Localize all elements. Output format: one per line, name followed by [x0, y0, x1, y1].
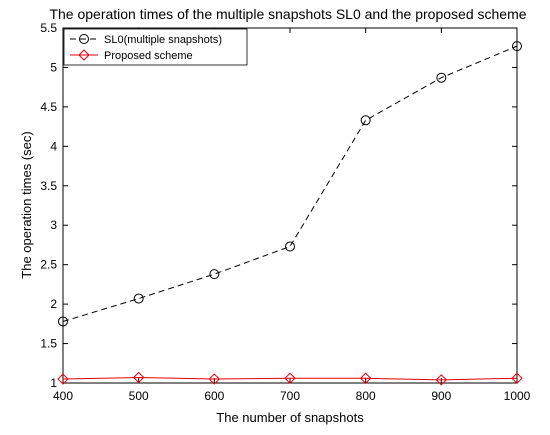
y-tick-label: 1.5 — [40, 337, 57, 351]
x-tick-label: 1000 — [504, 389, 531, 403]
y-tick-label: 3.5 — [40, 179, 57, 193]
y-axis: 1 1.5 2 2.5 3 3.5 4 4.5 5 5.5 — [40, 21, 517, 390]
x-tick-label: 600 — [204, 389, 224, 403]
plot-area — [62, 27, 518, 384]
x-axis-label: The number of snapshots — [216, 410, 364, 425]
y-axis-label: The operation times (sec) — [19, 131, 34, 278]
legend-marker-diamond — [78, 49, 90, 61]
data-point-circle — [209, 269, 220, 280]
data-point-diamond — [57, 373, 69, 385]
y-tick-label: 1 — [50, 376, 57, 390]
legend: SL0(multiple snapshots) Proposed scheme — [63, 28, 248, 66]
data-point-diamond — [284, 372, 296, 384]
y-tick-label: 2 — [50, 297, 57, 311]
legend-box — [63, 28, 248, 66]
series-layer — [57, 41, 523, 386]
data-point-diamond — [132, 371, 145, 384]
data-point-circle — [436, 72, 447, 83]
y-tick-label: 5.5 — [40, 21, 57, 35]
x-tick-label: 800 — [356, 389, 376, 403]
y-tick-label: 5 — [50, 60, 57, 74]
data-point-circle — [360, 115, 371, 126]
data-point-circle — [285, 241, 295, 252]
y-tick-label: 3 — [50, 218, 57, 232]
x-tick-label: 700 — [280, 389, 300, 403]
data-point-circle — [58, 316, 68, 327]
series-line-1 — [62, 45, 518, 322]
legend-label-1: SL0(multiple snapshots) — [104, 34, 222, 46]
legend-label-2: Proposed scheme — [104, 50, 193, 62]
legend-marker-circle — [79, 34, 89, 44]
x-tick-label: 900 — [431, 389, 451, 403]
x-tick-label: 400 — [53, 389, 73, 403]
data-point-diamond — [435, 374, 448, 386]
data-point-diamond — [359, 372, 372, 384]
x-tick-label: 500 — [129, 389, 149, 403]
data-point-diamond — [511, 372, 523, 384]
data-point-diamond — [208, 373, 221, 385]
data-point-circle — [133, 293, 144, 304]
data-point-circle — [512, 41, 522, 52]
x-axis: 400 500 600 700 800 900 1000 — [53, 28, 531, 403]
y-tick-label: 2.5 — [40, 258, 57, 272]
y-tick-label: 4.5 — [40, 100, 57, 114]
series-line-2 — [62, 376, 518, 381]
y-tick-label: 4 — [50, 139, 57, 153]
chart-title: The operation times of the multiple snap… — [49, 6, 526, 22]
